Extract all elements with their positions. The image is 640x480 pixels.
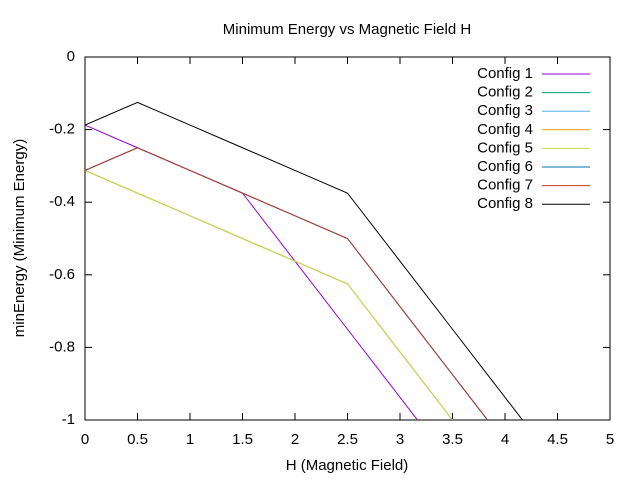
series-line bbox=[85, 101, 524, 420]
legend-label: Config 2 bbox=[477, 84, 533, 101]
chart-title: Minimum Energy vs Magnetic Field H bbox=[223, 21, 471, 38]
y-tick-label: -1 bbox=[62, 411, 75, 428]
y-axis-label: minEnergy (Minimum Energy) bbox=[11, 139, 28, 337]
series-line bbox=[85, 169, 454, 420]
x-tick-label: 2 bbox=[291, 431, 299, 448]
x-tick-label: 3 bbox=[396, 431, 404, 448]
series-line bbox=[85, 147, 489, 420]
legend-label: Config 1 bbox=[477, 65, 533, 82]
x-tick-label: 3.5 bbox=[442, 431, 463, 448]
y-tick-label: -0.8 bbox=[49, 338, 75, 355]
legend-label: Config 6 bbox=[477, 158, 533, 175]
legend-label: Config 3 bbox=[477, 102, 533, 119]
x-tick-label: 1.5 bbox=[232, 431, 253, 448]
y-tick-label: -0.2 bbox=[49, 121, 75, 138]
legend-label: Config 8 bbox=[477, 195, 533, 212]
legend-label: Config 4 bbox=[477, 121, 533, 138]
legend-label: Config 7 bbox=[477, 177, 533, 194]
x-tick-label: 1 bbox=[186, 431, 194, 448]
x-tick-label: 4 bbox=[501, 431, 509, 448]
x-tick-label: 0 bbox=[81, 431, 89, 448]
x-tick-label: 2.5 bbox=[337, 431, 358, 448]
x-tick-label: 4.5 bbox=[547, 431, 568, 448]
y-tick-label: -0.4 bbox=[49, 193, 75, 210]
x-tick-label: 0.5 bbox=[127, 431, 148, 448]
x-axis-label: H (Magnetic Field) bbox=[286, 457, 409, 474]
y-tick-label: -0.6 bbox=[49, 266, 75, 283]
x-tick-label: 5 bbox=[606, 431, 614, 448]
legend-label: Config 5 bbox=[477, 139, 533, 156]
y-tick-label: 0 bbox=[67, 48, 75, 65]
